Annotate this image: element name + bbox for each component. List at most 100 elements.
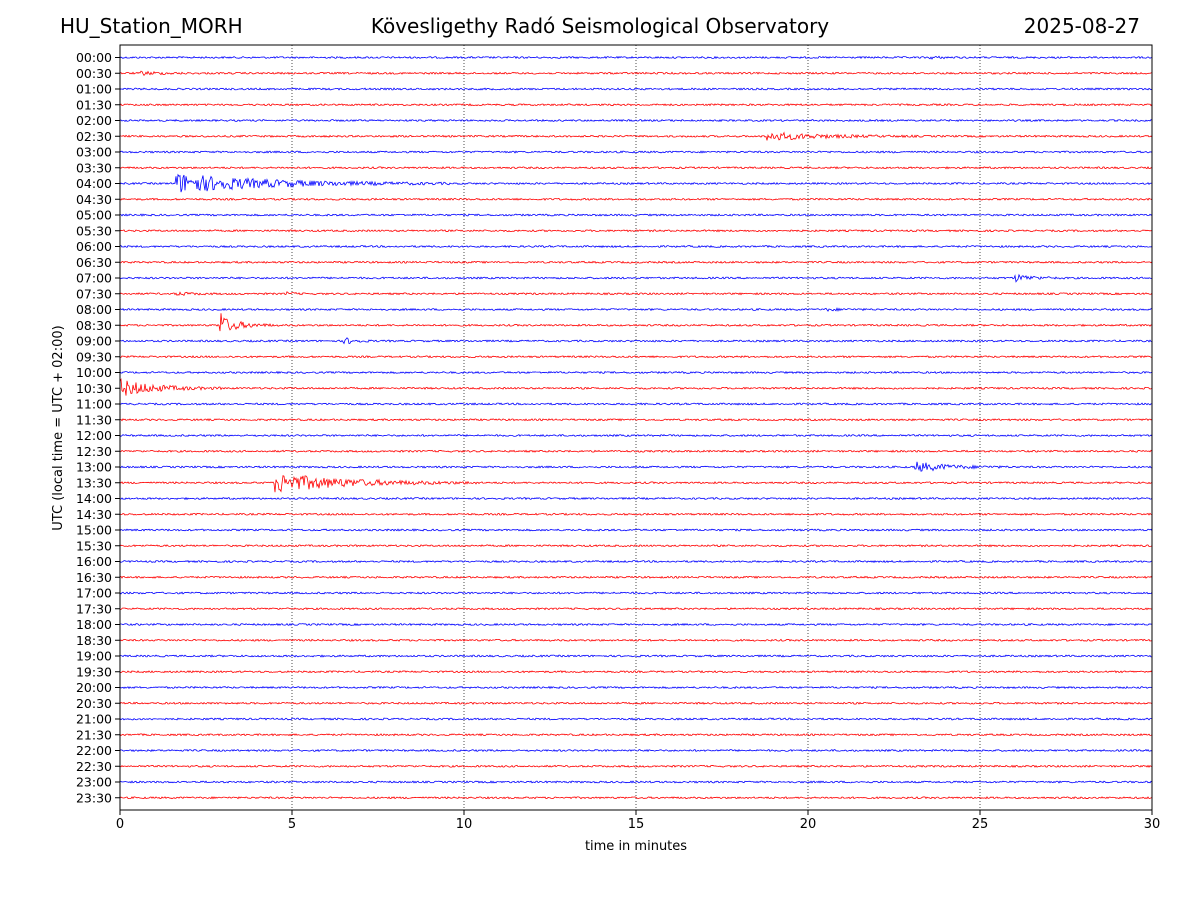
y-tick-label: 19:30	[76, 664, 112, 679]
y-tick-label: 15:00	[76, 523, 112, 538]
y-tick-label: 13:00	[76, 460, 112, 475]
trace-0600	[119, 244, 1153, 249]
trace-2000	[119, 685, 1153, 690]
y-tick-label: 00:30	[76, 66, 112, 81]
y-tick-label: 06:00	[76, 239, 112, 254]
x-axis-ticks: 0 5 10 15 20 25 30	[116, 810, 1160, 832]
x-tick-label: 30	[1144, 817, 1161, 832]
y-tick-label: 17:30	[76, 601, 112, 616]
y-tick-label: 15:30	[76, 538, 112, 553]
y-tick-label: 06:30	[76, 255, 112, 270]
y-tick-label: 16:00	[76, 554, 112, 569]
trace-0100	[119, 87, 1153, 91]
trace-1130	[119, 418, 1153, 422]
y-axis-ticks: 00:0000:3001:0001:3002:0002:3003:0003:30…	[76, 50, 120, 805]
trace-0500	[119, 213, 1153, 217]
trace-0030	[119, 70, 1153, 77]
trace-0230	[119, 131, 1153, 141]
trace-0000	[119, 55, 1153, 60]
y-tick-label: 20:00	[76, 680, 112, 695]
y-tick-label: 17:00	[76, 586, 112, 601]
y-tick-label: 20:30	[76, 696, 112, 711]
y-tick-label: 01:00	[76, 82, 112, 97]
trace-1000	[119, 370, 1153, 375]
y-tick-label: 12:00	[76, 428, 112, 443]
y-tick-label: 10:30	[76, 381, 112, 396]
x-tick-label: 0	[116, 817, 124, 832]
y-tick-label: 22:00	[76, 743, 112, 758]
trace-0430	[119, 197, 1153, 201]
trace-0830	[119, 313, 1153, 332]
trace-2130	[119, 733, 1153, 737]
trace-2100	[119, 717, 1153, 721]
trace-2300	[119, 780, 1153, 784]
x-tick-label: 15	[628, 817, 645, 832]
y-tick-label: 02:30	[76, 129, 112, 144]
y-tick-label: 21:00	[76, 712, 112, 727]
x-tick-label: 25	[972, 817, 989, 832]
y-tick-label: 10:00	[76, 365, 112, 380]
trace-0530	[119, 229, 1153, 233]
grid	[291, 45, 981, 810]
trace-1430	[119, 512, 1153, 516]
trace-1630	[119, 575, 1153, 579]
y-tick-label: 08:00	[76, 302, 112, 317]
y-tick-label: 16:30	[76, 570, 112, 585]
trace-0800	[119, 307, 1153, 312]
trace-1530	[119, 544, 1153, 548]
y-tick-label: 21:30	[76, 727, 112, 742]
y-axis-label: UTC (local time = UTC + 02:00)	[51, 325, 66, 530]
y-tick-label: 05:00	[76, 208, 112, 223]
trace-0900	[119, 337, 1153, 345]
trace-1400	[119, 496, 1153, 501]
trace-1700	[119, 591, 1153, 595]
trace-1230	[119, 449, 1153, 453]
trace-1730	[119, 607, 1153, 611]
trace-0300	[119, 150, 1153, 154]
y-tick-label: 14:00	[76, 491, 112, 506]
station-name: HU_Station_MORH	[60, 14, 243, 38]
y-tick-label: 11:30	[76, 412, 112, 427]
x-tick-label: 10	[456, 817, 473, 832]
y-tick-label: 12:30	[76, 444, 112, 459]
observatory-title: Kövesligethy Radó Seismological Observat…	[370, 14, 830, 38]
y-tick-label: 11:00	[76, 397, 112, 412]
y-tick-label: 22:30	[76, 759, 112, 774]
y-tick-label: 03:30	[76, 160, 112, 175]
y-tick-label: 14:30	[76, 507, 112, 522]
trace-1600	[119, 559, 1153, 564]
trace-0130	[119, 103, 1153, 107]
trace-2030	[119, 701, 1153, 705]
y-tick-label: 04:00	[76, 176, 112, 191]
y-tick-label: 08:30	[76, 318, 112, 333]
y-tick-label: 09:00	[76, 334, 112, 349]
trace-1830	[119, 638, 1153, 642]
trace-1330	[119, 475, 1153, 493]
trace-1200	[119, 433, 1153, 438]
trace-1100	[119, 402, 1153, 406]
y-tick-label: 13:30	[76, 475, 112, 490]
trace-1030	[119, 378, 1153, 396]
y-tick-label: 04:30	[76, 192, 112, 207]
x-axis-label: time in minutes	[585, 839, 687, 854]
y-tick-label: 00:00	[76, 50, 112, 65]
y-tick-label: 18:00	[76, 617, 112, 632]
trace-0400	[119, 173, 1153, 193]
y-tick-label: 07:00	[76, 271, 112, 286]
trace-2200	[119, 748, 1153, 753]
y-tick-label: 18:30	[76, 633, 112, 648]
record-date: 2025-08-27	[1023, 14, 1140, 38]
trace-1800	[119, 622, 1153, 627]
trace-0630	[119, 260, 1153, 264]
x-tick-label: 5	[288, 817, 296, 832]
y-tick-label: 23:30	[76, 790, 112, 805]
trace-2330	[119, 796, 1153, 800]
trace-1300	[119, 461, 1153, 472]
trace-1930	[119, 670, 1153, 674]
traces	[119, 55, 1153, 800]
trace-0200	[119, 118, 1153, 123]
trace-2230	[119, 764, 1153, 768]
trace-0700	[119, 273, 1153, 283]
y-tick-label: 19:00	[76, 649, 112, 664]
